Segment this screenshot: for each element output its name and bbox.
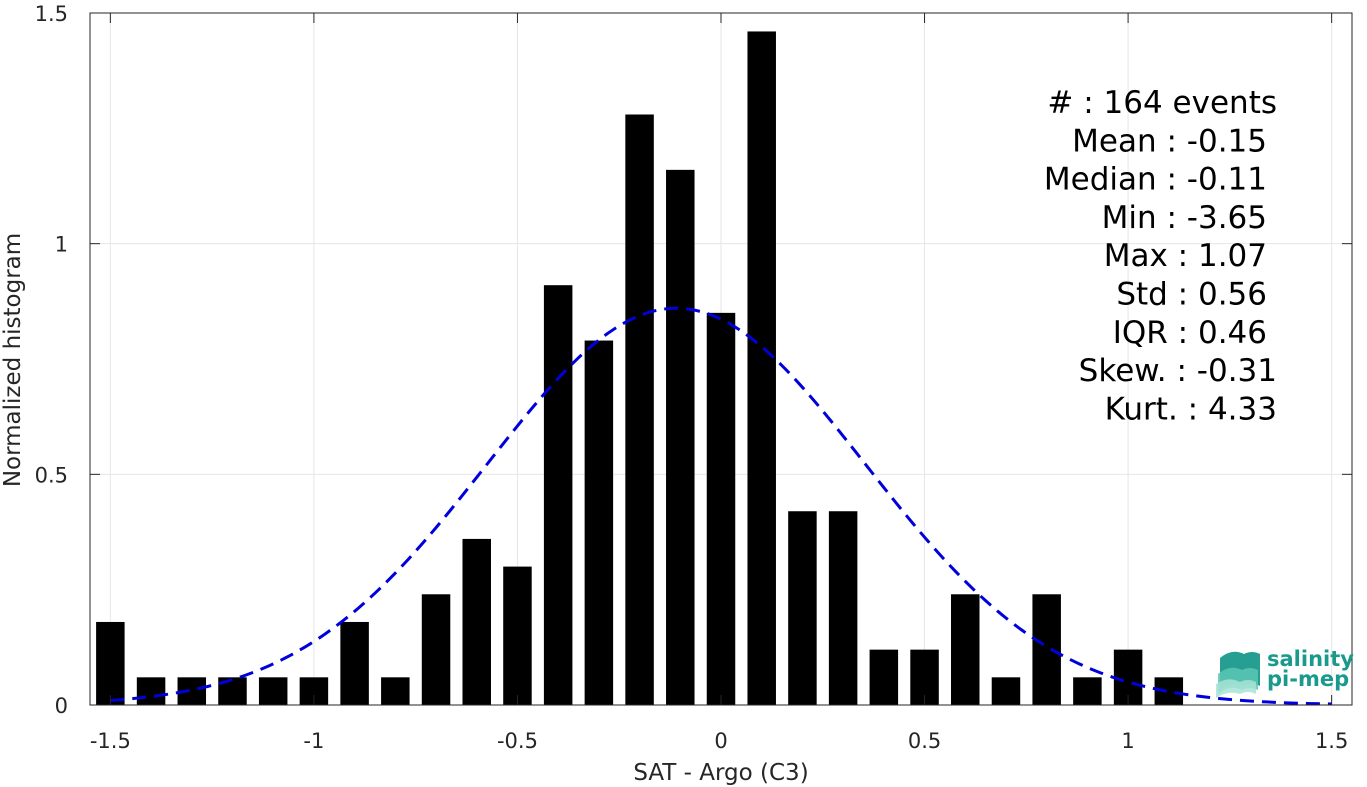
stat-line: Std : 0.56 [1116, 277, 1267, 313]
y-tick-label: 1 [55, 233, 68, 257]
histogram-bar [462, 538, 491, 705]
histogram-bar [869, 649, 899, 705]
histogram-bar [1032, 594, 1061, 705]
x-tick-label: -1 [303, 729, 324, 753]
salinity-pi-mep-logo: salinity pi-mep [1216, 647, 1354, 698]
histogram-bar [1154, 677, 1184, 705]
x-tick-label: -1.5 [90, 729, 131, 753]
axis-ticks [90, 12, 1352, 706]
x-tick-label: -0.5 [497, 729, 538, 753]
histogram-bar [136, 677, 166, 705]
histogram-bar [788, 511, 817, 705]
histogram-bar [951, 594, 980, 705]
histogram-bar [503, 566, 532, 705]
histogram-bar [421, 594, 451, 705]
x-axis-label: SAT - Argo (C3) [633, 760, 808, 786]
histogram-bar [706, 312, 736, 705]
logo-text-line2: pi-mep [1267, 667, 1349, 691]
stat-line: Mean : -0.15 [1072, 123, 1267, 159]
histogram-bar [96, 621, 125, 705]
x-tick-label: 0 [714, 729, 727, 753]
histogram-bar [543, 285, 573, 705]
histogram-bar [340, 621, 369, 705]
stat-line: # : 164 events [1047, 85, 1277, 121]
histogram-bar [625, 114, 654, 705]
x-tick-label: 0.5 [908, 729, 941, 753]
waves-icon [1216, 651, 1260, 698]
x-tick-label: 1.5 [1315, 729, 1348, 753]
y-tick-labels: 0 0.5 1 1.5 [35, 2, 68, 718]
y-axis-label: Normalized histogram [0, 233, 26, 487]
stat-line: Kurt. : 4.33 [1105, 391, 1277, 427]
histogram-bar [1073, 677, 1102, 705]
histogram-bar [828, 511, 858, 705]
histogram-bar [381, 677, 410, 705]
y-tick-label: 1.5 [35, 2, 68, 26]
histogram-bar [747, 31, 776, 706]
stat-line: Median : -0.11 [1044, 162, 1267, 198]
stat-line: Skew. : -0.31 [1079, 353, 1277, 389]
logo-text-line1: salinity [1267, 647, 1354, 671]
histogram-bar [584, 340, 614, 705]
y-tick-label: 0 [55, 694, 68, 718]
histogram-bar [991, 677, 1021, 705]
x-tick-label: 1 [1121, 729, 1134, 753]
histogram-bars [96, 31, 1184, 706]
histogram-bar [666, 169, 695, 705]
histogram-bar [258, 677, 288, 705]
y-tick-label: 0.5 [35, 463, 68, 487]
stat-line: IQR : 0.46 [1113, 315, 1267, 351]
stat-line: Max : 1.07 [1104, 238, 1267, 274]
x-tick-labels: -1.5 -1 -0.5 0 0.5 1 1.5 [90, 729, 1348, 753]
stat-line: Min : -3.65 [1102, 200, 1267, 236]
